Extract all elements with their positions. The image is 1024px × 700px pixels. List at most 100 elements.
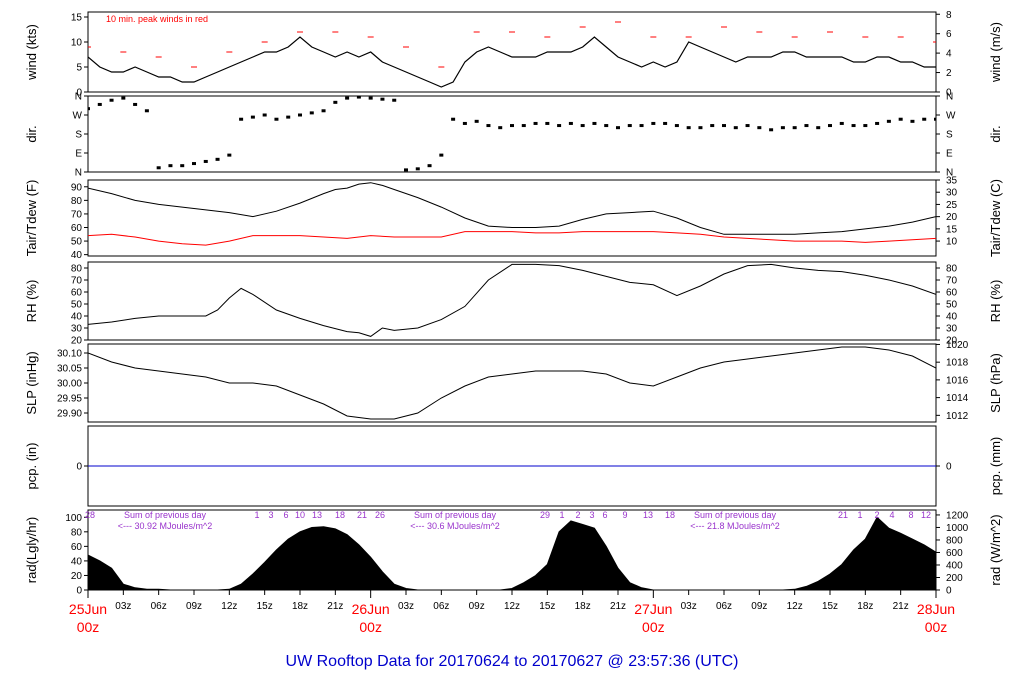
rad-hour-mark-16: 18 [665,510,675,520]
dir-series-0-point-59 [780,126,785,130]
rad-hour-mark-6: 18 [335,510,345,520]
tick-label-left-rad-2: 40 [71,556,83,567]
tick-label-left-rh-0: 20 [71,336,83,347]
dir-series-0-point-22 [345,96,350,100]
tick-label-left-rh-5: 70 [71,276,83,287]
dir-series-0-point-54 [722,124,726,128]
dir-series-0-point-8 [180,164,185,168]
dir-series-0-point-19 [309,111,314,115]
rad-hour-mark-9: 29 [540,510,550,520]
plot-area-rh [88,263,936,337]
tick-label-left-slp-0: 29.90 [57,409,82,420]
frame-rh [87,261,937,341]
rad-note-line1-2: Sum of previous day [694,510,777,520]
dir-series-0-point-15 [262,113,267,117]
rad-note-line2-2: <--- 21.8 MJoules/m^2 [690,521,780,531]
hour-tick-label-12: 18z [575,601,591,612]
wind-series-0-line [88,36,936,88]
dir-series-0-point-7 [168,164,173,168]
ylabel-left-rad: rad(Lgly/hr) [24,517,39,583]
tick-label-right-wind-2: 4 [946,49,952,60]
rad-hour-mark-20: 4 [889,510,894,520]
dir-series-0-point-45 [616,126,620,130]
dir-series-0-point-36 [510,124,514,128]
dir-series-0-point-25 [380,97,385,101]
panel-pcp: pcp. (in) pcp. (mm) 0 0 [24,425,1003,507]
tick-label-right-rh-4: 60 [946,288,958,299]
rad-hour-mark-8: 26 [375,510,385,520]
ylabel-right-pcp: pcp. (mm) [988,437,1003,496]
tick-label-right-rad-0: 0 [946,586,952,597]
tick-label-right-temp-5: 35 [946,176,958,187]
ylabel-right-rh: RH (%) [988,280,1003,323]
dir-series-0-point-35 [498,126,503,130]
temp-series-1-line [88,231,936,246]
tick-label-left-rad-0: 0 [76,586,82,597]
dir-series-0-point-69 [898,117,903,121]
dir-series-0-point-43 [592,121,597,125]
dir-series-0-point-10 [203,159,208,163]
dir-series-0-point-62 [816,126,821,130]
dir-series-0-point-68 [886,119,891,123]
dir-series-0-point-39 [545,121,550,125]
hour-tick-label-20: 21z [893,601,909,612]
tick-label-right-slp-3: 1018 [946,358,969,369]
rad-hour-mark-15: 13 [643,510,653,520]
dir-series-0-point-60 [792,126,797,130]
dir-series-0-point-38 [533,121,538,125]
tick-label-right-temp-4: 30 [946,188,958,199]
dir-series-0-point-18 [298,113,302,117]
tick-label-right-temp-0: 10 [946,237,958,248]
rad-hour-mark-0: 28 [85,510,95,520]
tick-label-right-rh-3: 50 [946,300,958,311]
tick-label-right-wind-1: 2 [946,68,952,79]
tick-label-right-temp-1: 15 [946,224,958,235]
tick-label-right-rad-2: 400 [946,560,963,571]
tick-label-left-rh-1: 30 [71,324,83,335]
dir-series-0-point-37 [521,124,526,128]
tick-label-right-dir-2: S [946,130,953,141]
tick-label-left-temp-1: 50 [71,237,83,248]
tick-label-right-dir-4: N [946,92,953,103]
tick-label-left-dir-4: N [75,92,82,103]
rad-hour-mark-18: 1 [857,510,862,520]
tick-label-left-rh-2: 40 [71,312,83,323]
day-tick-sub-1: 00z [359,619,382,635]
plot-area-rad [88,516,936,590]
slp-series-0-line [88,346,936,420]
dir-series-0-point-2 [109,98,114,102]
tick-label-left-slp-4: 30.10 [57,349,82,360]
ylabel-right-slp: SLP (hPa) [988,353,1003,413]
rh-series-0-line [88,263,936,337]
dir-series-0-point-23 [356,96,361,99]
plot-area-temp [88,182,936,246]
rad-hour-mark-4: 10 [295,510,305,520]
ylabel-left-temp: Tair/Tdew (F) [24,180,39,257]
day-tick-label-3: 28Jun [917,601,955,617]
hour-tick-label-0: 03z [115,601,131,612]
dir-series-0-point-4 [133,102,138,106]
frame-slp [87,343,937,423]
dir-series-0-point-9 [192,162,196,166]
dir-series-0-point-49 [663,121,668,125]
tick-label-left-wind-0: 0 [76,88,82,99]
dir-series-0-point-48 [651,121,656,125]
dir-series-0-point-28 [415,167,420,171]
tick-label-left-dir-1: E [75,149,82,160]
dir-series-0-point-70 [910,119,915,123]
dir-series-0-point-17 [286,115,291,119]
dir-series-0-point-31 [451,117,456,121]
panel-temp: Tair/Tdew (F) Tair/Tdew (C) 40 50 60 70 80 90 10… [24,176,1003,262]
rad-note-line1-0: Sum of previous day [124,510,207,520]
ylabel-right-dir: dir. [988,125,1003,142]
rad-hour-mark-13: 6 [602,510,607,520]
hour-tick-label-5: 18z [292,601,308,612]
ylabel-left-pcp: pcp. (in) [24,443,39,490]
frame-temp [87,179,937,257]
frame-dir [87,95,937,173]
hour-tick-label-10: 12z [504,601,520,612]
dir-series-0-point-1 [97,102,102,106]
hour-tick-label-16: 09z [751,601,767,612]
dir-series-0-point-52 [698,126,703,130]
